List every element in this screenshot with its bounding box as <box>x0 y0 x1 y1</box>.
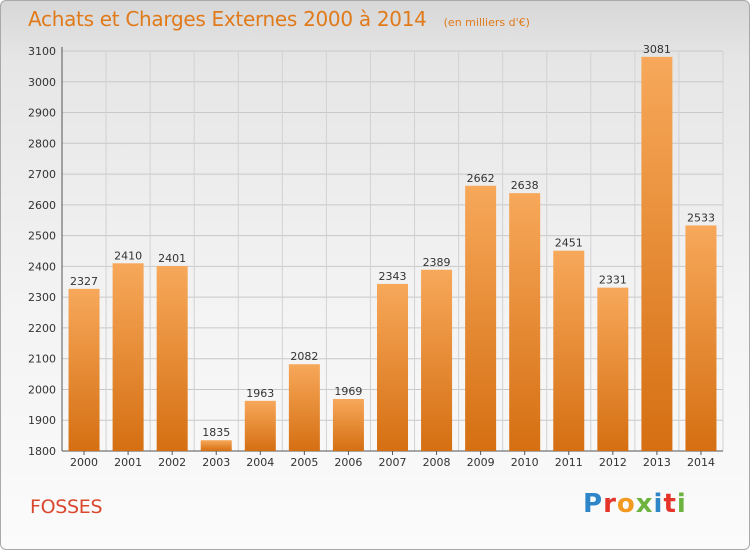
y-tick-label: 2700 <box>28 168 56 181</box>
value-label: 2533 <box>687 211 715 224</box>
logo-letter: P <box>583 489 604 519</box>
x-tick-label: 2008 <box>423 456 451 469</box>
bar-2006[interactable] <box>332 399 364 451</box>
bar-2010[interactable] <box>509 193 541 451</box>
commune-name: FOSSES <box>30 496 103 518</box>
bar-2003[interactable] <box>200 440 232 451</box>
value-label: 2410 <box>114 249 142 262</box>
x-tick-label: 2001 <box>114 456 142 469</box>
value-label: 2401 <box>158 252 186 265</box>
x-tick-label: 2009 <box>467 456 495 469</box>
y-tick-label: 2900 <box>28 107 56 120</box>
value-label: 2662 <box>467 172 495 185</box>
x-tick-label: 2013 <box>643 456 671 469</box>
y-tick-label: 3000 <box>28 76 56 89</box>
bar-2004[interactable] <box>244 400 276 451</box>
y-tick-label: 2500 <box>28 230 56 243</box>
value-label: 3081 <box>643 43 671 56</box>
y-tick-label: 1900 <box>28 414 56 427</box>
x-tick-label: 2003 <box>202 456 230 469</box>
value-label: 2082 <box>290 350 318 363</box>
bar-2011[interactable] <box>553 250 585 451</box>
logo-letter: i <box>653 489 664 519</box>
proxiti-logo[interactable]: Proxiti <box>583 489 687 519</box>
bar-2008[interactable] <box>421 269 453 451</box>
logo-letter: i <box>676 489 687 519</box>
bars <box>68 56 717 451</box>
bar-2000[interactable] <box>68 288 100 451</box>
y-tick-label: 2400 <box>28 260 56 273</box>
logo-letter: r <box>603 489 617 519</box>
chart-title: Achats et Charges Externes 2000 à 2014 <box>28 7 427 31</box>
x-tick-label: 2007 <box>379 456 407 469</box>
bar-2013[interactable] <box>641 56 673 451</box>
value-label: 1963 <box>246 387 274 400</box>
tick-labels: 1800 1900 2000 2100 2200 2300 2400 2500 2600 2700… <box>28 45 715 469</box>
y-tick-label: 2000 <box>28 383 56 396</box>
chart-unit: (en milliers d'€) <box>443 16 530 29</box>
x-tick-label: 2011 <box>555 456 583 469</box>
bar-2012[interactable] <box>597 287 629 451</box>
bar-2014[interactable] <box>685 225 717 451</box>
value-label: 1969 <box>334 385 362 398</box>
y-tick-label: 2100 <box>28 353 56 366</box>
value-label: 2327 <box>70 275 98 288</box>
value-label: 2389 <box>423 256 451 269</box>
bar-2001[interactable] <box>112 263 144 451</box>
value-label: 2638 <box>511 179 539 192</box>
logo-letter: x <box>635 489 654 519</box>
value-label: 2331 <box>599 274 627 287</box>
value-label: 2451 <box>555 237 583 250</box>
bar-2005[interactable] <box>288 364 320 451</box>
y-tick-label: 2600 <box>28 199 56 212</box>
x-tick-label: 2002 <box>158 456 186 469</box>
x-tick-label: 2005 <box>290 456 318 469</box>
y-tick-label: 2300 <box>28 291 56 304</box>
x-tick-label: 2004 <box>246 456 274 469</box>
y-tick-label: 2200 <box>28 322 56 335</box>
x-tick-label: 2012 <box>599 456 627 469</box>
logo-letter: t <box>663 489 677 519</box>
value-labels: 2327 2410 2401 1835 1963 2082 1969 2343 2389 2662… <box>70 43 715 439</box>
y-tick-label: 2800 <box>28 137 56 150</box>
value-label: 2343 <box>379 270 407 283</box>
value-label: 1835 <box>202 426 230 439</box>
x-tick-label: 2000 <box>70 456 98 469</box>
bar-2002[interactable] <box>156 266 188 451</box>
chart-header: Achats et Charges Externes 2000 à 2014 (… <box>28 7 530 31</box>
x-tick-label: 2014 <box>687 456 715 469</box>
bar-2007[interactable] <box>377 283 408 451</box>
bar-2009[interactable] <box>465 185 497 451</box>
x-tick-label: 2006 <box>334 456 362 469</box>
logo-letter: o <box>616 489 636 519</box>
y-tick-label: 1800 <box>28 445 56 458</box>
x-tick-label: 2010 <box>511 456 539 469</box>
y-tick-label: 3100 <box>28 45 56 58</box>
